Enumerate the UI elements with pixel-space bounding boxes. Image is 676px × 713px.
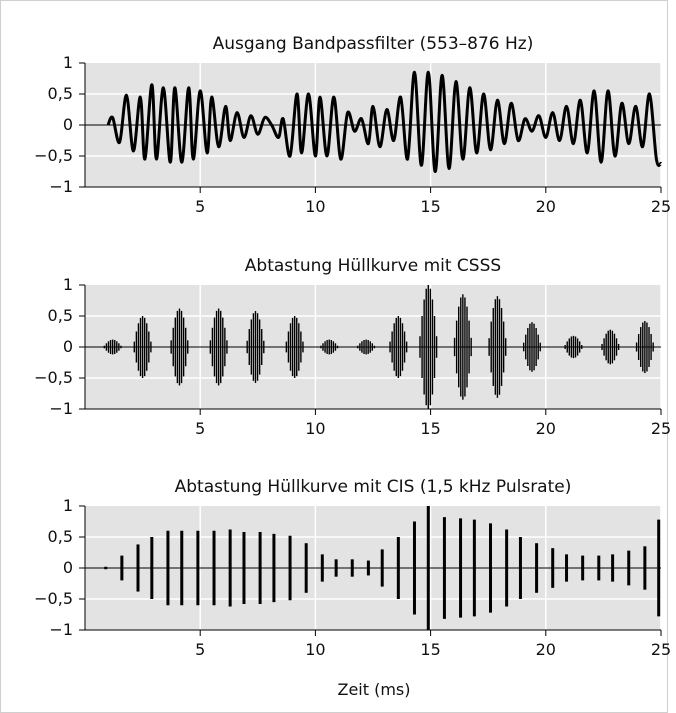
y-tick-label: 0,5: [48, 84, 73, 103]
x-tick-label: 5: [195, 197, 205, 216]
x-tick-label: 25: [651, 640, 671, 659]
y-tick-label: 0,5: [48, 306, 73, 325]
pulse-burst: [564, 335, 583, 359]
x-tick-label: 20: [536, 197, 556, 216]
y-tick-label: 1: [63, 275, 73, 294]
y-tick-label: 0: [63, 337, 73, 356]
pulse-burst: [522, 322, 541, 372]
x-tick-label: 10: [305, 197, 325, 216]
pulse-burst: [246, 311, 265, 383]
y-tick-label: 0,5: [48, 527, 73, 546]
y-tick-label: −0,5: [34, 368, 73, 387]
pulse-burst: [357, 339, 376, 355]
signal-line: [106, 70, 663, 174]
pulse-burst: [419, 285, 438, 409]
pulse-burst: [170, 308, 189, 386]
y-tick-label: −0,5: [34, 589, 73, 608]
pulse-burst: [209, 308, 228, 386]
y-tick-label: −1: [49, 399, 73, 418]
panel-title: Abtastung Hüllkurve mit CSSS: [245, 256, 501, 276]
x-tick-label: 25: [651, 419, 671, 438]
pulse-burst: [389, 316, 408, 378]
pulse-burst: [285, 316, 304, 378]
x-tick-label: 15: [420, 640, 440, 659]
pulse-burst: [601, 329, 620, 365]
pulse-burst: [453, 294, 472, 400]
x-tick-label: 5: [195, 640, 205, 659]
x-tick-label: 10: [305, 640, 325, 659]
y-tick-label: −1: [49, 620, 73, 639]
x-tick-label: 20: [536, 419, 556, 438]
panel-title: Abtastung Hüllkurve mit CIS (1,5 kHz Pul…: [175, 477, 572, 497]
y-tick-label: −1: [49, 177, 73, 196]
x-axis-label: Zeit (ms): [337, 680, 410, 699]
x-tick-label: 20: [536, 640, 556, 659]
pulse-burst: [320, 339, 339, 355]
chart-panel-3: Abtastung Hüllkurve mit CIS (1,5 kHz Pul…: [34, 477, 671, 659]
panel-title: Ausgang Bandpassfilter (553–876 Hz): [213, 34, 534, 54]
x-tick-label: 10: [305, 419, 325, 438]
y-tick-label: 0: [63, 115, 73, 134]
y-tick-label: 1: [63, 53, 73, 72]
chart-panels: Ausgang Bandpassfilter (553–876 Hz) 1 0,5 0…: [34, 34, 671, 659]
pulse-burst: [103, 339, 122, 355]
chart-panel-1: Ausgang Bandpassfilter (553–876 Hz) 1 0,5 0…: [34, 34, 671, 216]
pulse-burst: [488, 296, 507, 398]
pulse-burst: [133, 316, 152, 378]
y-tick-label: 0: [63, 558, 73, 577]
y-tick-label: 1: [63, 496, 73, 515]
x-tick-label: 5: [195, 419, 205, 438]
x-tick-label: 15: [420, 197, 440, 216]
chart-panel-2: Abtastung Hüllkurve mit CSSS 1 0,5 0 −0,5 −1 5…: [34, 256, 671, 438]
pulse-burst: [635, 320, 654, 374]
x-tick-label: 25: [651, 197, 671, 216]
y-tick-label: −0,5: [34, 146, 73, 165]
x-tick-label: 15: [420, 419, 440, 438]
